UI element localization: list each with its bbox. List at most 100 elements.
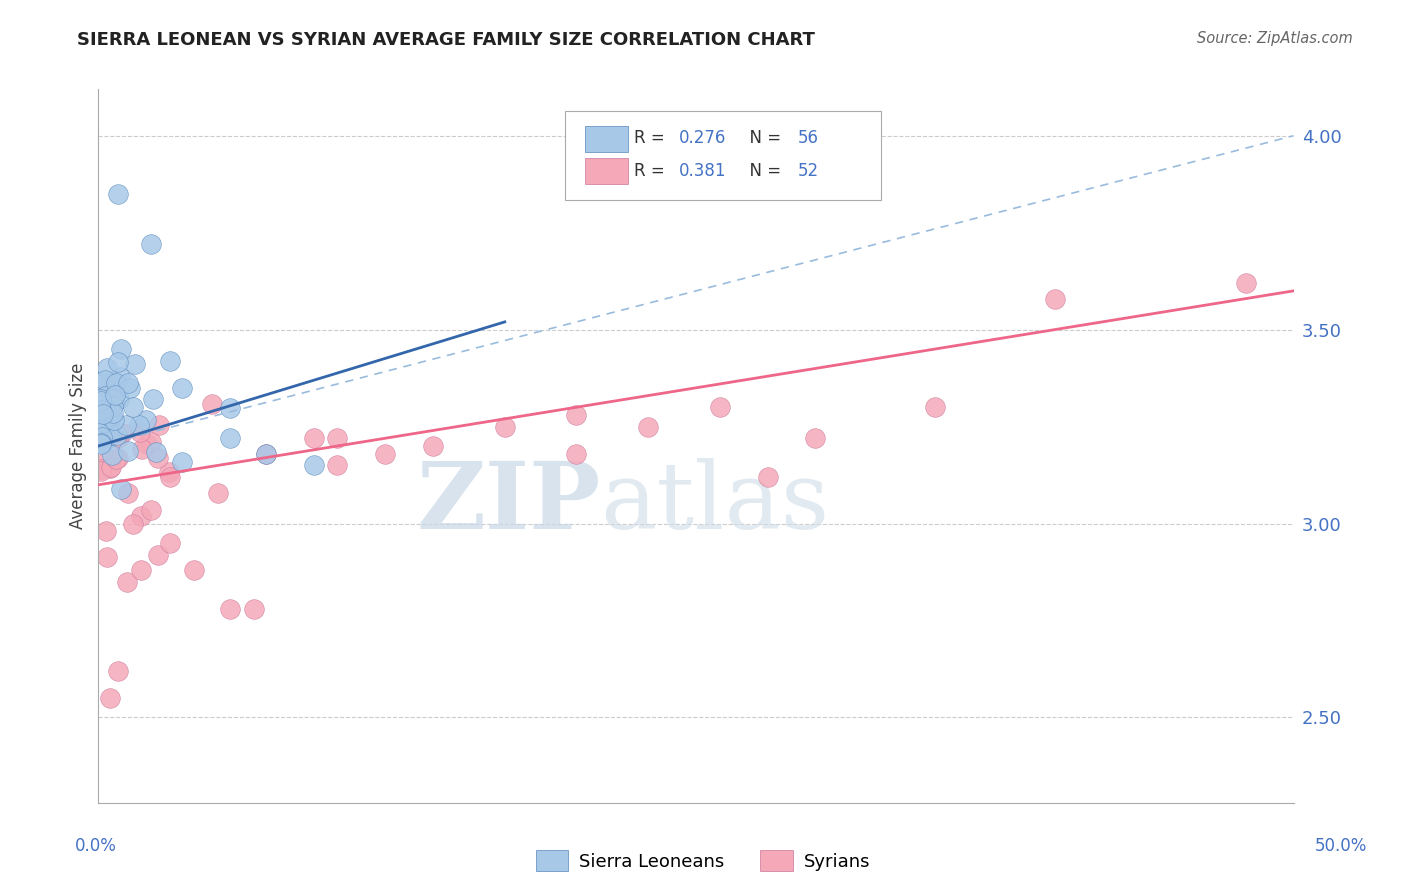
Point [115, 417, 138, 432]
Point [254, 447, 277, 461]
Point [111, 425, 134, 440]
Point [103, 413, 125, 427]
Point [302, 458, 325, 473]
Point [201, 396, 224, 410]
Point [565, 408, 588, 422]
Y-axis label: Average Family Size: Average Family Size [69, 363, 87, 529]
Point [254, 447, 277, 461]
Point [97, 416, 120, 430]
Point [219, 431, 242, 445]
Text: Source: ZipAtlas.com: Source: ZipAtlas.com [1197, 31, 1353, 46]
Point [90, 462, 112, 476]
Point [207, 485, 229, 500]
Point [494, 419, 516, 434]
Point [94, 456, 117, 470]
Point [139, 503, 162, 517]
Point [90, 430, 112, 444]
Point [96, 361, 118, 376]
Point [326, 458, 349, 473]
Point [142, 392, 165, 406]
Text: 0.276: 0.276 [679, 129, 727, 147]
Point [131, 563, 153, 577]
Point [101, 448, 124, 462]
FancyBboxPatch shape [565, 111, 882, 200]
Point [108, 392, 131, 406]
Point [90, 403, 112, 417]
Point [91, 407, 114, 421]
Point [97, 409, 120, 423]
Point [129, 508, 152, 523]
Point [96, 549, 118, 564]
Point [159, 470, 181, 484]
Point [90, 436, 112, 450]
Point [108, 369, 131, 384]
Text: ZIP: ZIP [416, 458, 600, 548]
Point [136, 437, 159, 451]
Point [159, 536, 181, 550]
Point [107, 186, 129, 201]
Point [107, 450, 129, 465]
Point [756, 470, 779, 484]
Point [565, 447, 588, 461]
Point [135, 413, 157, 427]
Point [103, 392, 125, 406]
Point [107, 431, 129, 445]
Point [159, 354, 181, 368]
Point [96, 402, 118, 417]
Point [90, 394, 112, 409]
Point [121, 516, 143, 531]
Point [90, 399, 112, 413]
Point [90, 417, 112, 431]
Point [422, 439, 444, 453]
Point [141, 434, 163, 449]
Point [103, 406, 125, 420]
Point [148, 450, 170, 465]
Point [91, 398, 114, 412]
Text: 50.0%: 50.0% [1315, 837, 1368, 855]
Point [97, 415, 120, 429]
Point [110, 482, 132, 496]
Point [139, 237, 162, 252]
Point [104, 451, 127, 466]
Point [115, 574, 138, 589]
Point [709, 401, 731, 415]
Point [100, 402, 122, 417]
Text: 52: 52 [797, 162, 818, 180]
Point [637, 419, 659, 434]
Point [94, 373, 117, 387]
Text: R =: R = [634, 129, 669, 147]
Text: N =: N = [740, 162, 786, 180]
Point [1234, 276, 1257, 290]
Text: atlas: atlas [600, 458, 830, 548]
Text: R =: R = [634, 162, 669, 180]
Text: 56: 56 [797, 129, 818, 147]
Point [94, 524, 117, 538]
Point [374, 447, 396, 461]
Point [103, 380, 125, 394]
Text: 0.381: 0.381 [679, 162, 727, 180]
Point [105, 376, 128, 390]
Point [183, 563, 205, 577]
Point [157, 465, 180, 479]
Point [148, 548, 170, 562]
Point [121, 401, 143, 415]
Point [145, 445, 167, 459]
Point [117, 485, 139, 500]
Point [117, 444, 139, 458]
Point [170, 455, 193, 469]
Legend: Sierra Leoneans, Syrians: Sierra Leoneans, Syrians [529, 843, 877, 879]
Point [90, 464, 112, 478]
Point [107, 664, 129, 678]
Point [110, 342, 132, 356]
Point [804, 431, 827, 445]
Point [93, 415, 115, 429]
Point [90, 375, 112, 389]
Point [100, 426, 122, 441]
Point [100, 460, 122, 475]
Point [1043, 292, 1066, 306]
Point [101, 399, 124, 413]
Point [219, 602, 242, 616]
Point [97, 429, 120, 443]
Text: N =: N = [740, 129, 786, 147]
Point [148, 418, 170, 433]
